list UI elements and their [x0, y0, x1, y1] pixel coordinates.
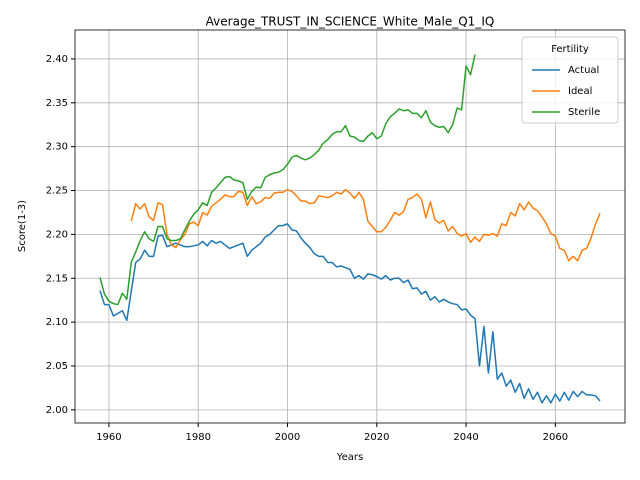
x-tick-label: 2040	[453, 432, 478, 443]
y-tick-label: 2.35	[46, 98, 68, 109]
y-tick-label: 2.40	[46, 54, 68, 65]
x-tick-label: 2020	[364, 432, 389, 443]
legend-label: Actual	[568, 65, 599, 76]
legend-box	[521, 36, 619, 124]
x-axis-label: Years	[336, 452, 363, 463]
legend-label: Sterile	[568, 107, 600, 118]
series-line	[130, 188, 601, 262]
y-axis-label: Score(1-3)	[17, 200, 28, 252]
x-tick-label: 1980	[185, 432, 210, 443]
y-tick-label: 2.15	[46, 273, 68, 284]
plot-frame	[74, 29, 626, 424]
chart-title: Average_TRUST_IN_SCIENCE_White_Male_Q1_I…	[206, 15, 495, 29]
series-line	[99, 223, 601, 404]
y-tick-label: 2.05	[46, 361, 68, 372]
legend-title: Fertility	[551, 44, 589, 55]
y-tick-label: 2.20	[46, 229, 68, 240]
y-tick-label: 2.00	[46, 405, 68, 416]
y-tick-label: 2.25	[46, 186, 68, 197]
series-line	[99, 54, 476, 306]
x-tick-label: 2000	[275, 432, 300, 443]
y-tick-label: 2.10	[46, 317, 68, 328]
x-tick-label: 2060	[543, 432, 568, 443]
legend-label: Ideal	[568, 86, 592, 97]
y-tick-label: 2.30	[46, 142, 68, 153]
x-tick-label: 1960	[96, 432, 121, 443]
